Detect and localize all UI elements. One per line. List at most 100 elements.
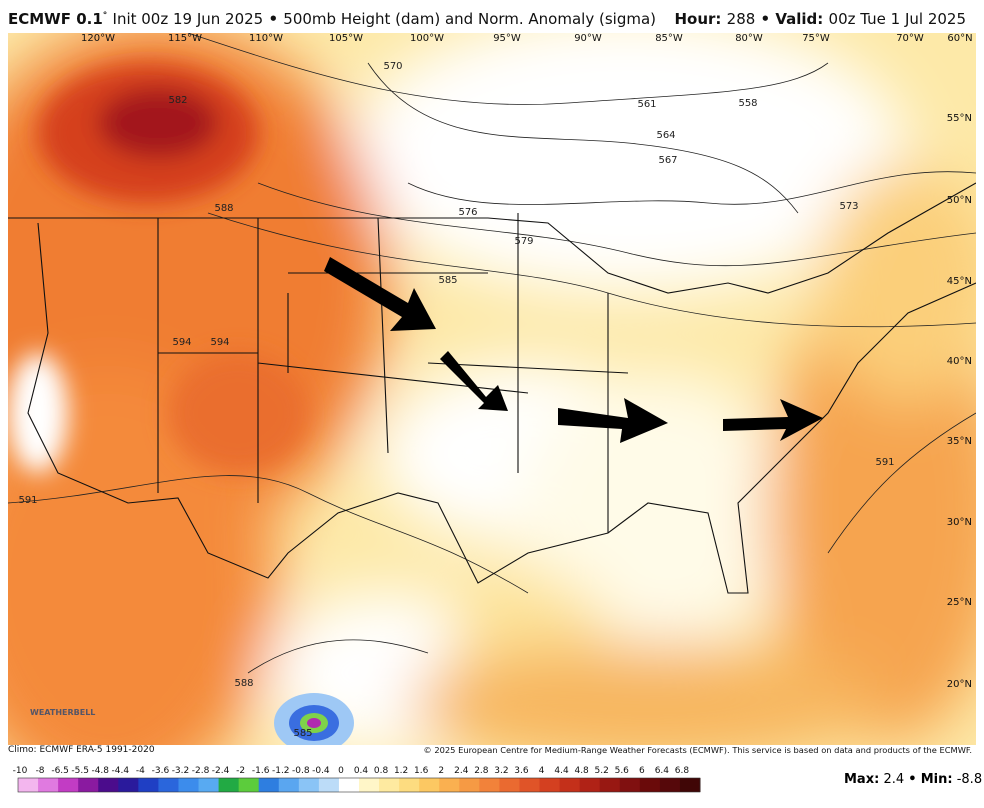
colorbar-label: -4.4	[112, 766, 130, 776]
colorbar-swatch	[218, 778, 240, 792]
contour-label: 576	[458, 207, 477, 218]
colorbar-label: -4.8	[91, 766, 109, 776]
colorbar-swatch	[58, 778, 79, 792]
colorbar-label: -6.5	[51, 766, 69, 776]
colorbar-swatch	[399, 778, 420, 792]
contour-label: 588	[234, 678, 253, 689]
header-left: ECMWF 0.1° Init 00z 19 Jun 2025 • 500mb …	[8, 10, 656, 28]
colorbar-label: 0.8	[374, 766, 389, 776]
contour-label: 579	[514, 236, 533, 247]
longitude-label: 95°W	[493, 33, 521, 44]
colorbar-label: -5.5	[71, 766, 89, 776]
degree: °	[102, 11, 108, 21]
valid-time: 00z Tue 1 Jul 2025	[828, 10, 966, 28]
colorbar-swatch	[118, 778, 139, 792]
colorbar-label: 0.4	[354, 766, 369, 776]
colorbar-swatch	[338, 778, 360, 792]
hour-label: Hour:	[674, 10, 722, 28]
colorbar-swatch	[419, 778, 440, 792]
hour: 288	[726, 10, 756, 28]
logo: WEATHERBELL	[30, 708, 95, 717]
latitude-label: 40°N	[947, 356, 972, 367]
colorbar-swatch	[559, 778, 581, 792]
longitude-label: 100°W	[410, 33, 444, 44]
colorbar-label: 6.8	[675, 766, 690, 776]
colorbar-label: -4	[136, 766, 145, 776]
latitude-label: 20°N	[947, 679, 972, 690]
colorbar-label: 6.4	[655, 766, 670, 776]
borders	[8, 182, 976, 594]
colorbar-label: 1.6	[414, 766, 429, 776]
longitude-label: 90°W	[574, 33, 602, 44]
separator: •	[760, 10, 771, 28]
latitude-label: 25°N	[947, 597, 972, 608]
colorbar-swatch	[479, 778, 500, 792]
arrows	[324, 257, 823, 443]
max-value: 2.4	[883, 772, 905, 787]
colorbar-swatch	[198, 778, 220, 792]
colorbar-label: 6	[639, 766, 645, 776]
colorbar-border	[17, 777, 701, 793]
colorbar-swatch	[38, 778, 59, 792]
colorbar-swatch	[679, 778, 701, 792]
contour-label: 582	[168, 95, 187, 106]
latitude-label: 55°N	[947, 113, 972, 124]
contour-label: 585	[438, 275, 457, 286]
colorbar-label: -2	[236, 766, 245, 776]
longitude-label: 75°W	[802, 33, 830, 44]
longitude-label: 105°W	[329, 33, 363, 44]
colorbar-label: -8	[36, 766, 45, 776]
longitude-label: 80°W	[735, 33, 763, 44]
colorbar-label: 2.8	[474, 766, 489, 776]
colorbar-label: -3.6	[152, 766, 170, 776]
product: 500mb Height (dam) and Norm. Anomaly (si…	[283, 10, 656, 28]
colorbar-label: 1.2	[394, 766, 408, 776]
colorbar-label: -2.4	[212, 766, 230, 776]
latitude-label: 45°N	[947, 276, 972, 287]
init-time: Init 00z 19 Jun 2025	[112, 10, 264, 28]
colorbar-label: 0	[338, 766, 344, 776]
contour-label: 570	[383, 61, 402, 72]
colorbar-swatch	[238, 778, 260, 792]
contours	[8, 33, 976, 674]
max-label: Max:	[844, 772, 880, 787]
contour-label: 591	[18, 495, 37, 506]
colorbar-swatch	[18, 778, 39, 792]
colorbar-swatch	[359, 778, 380, 792]
contour-label: 591	[875, 457, 894, 468]
colorbar-swatch	[519, 778, 541, 792]
colorbar-label: -0.4	[312, 766, 330, 776]
colorbar-swatch	[619, 778, 641, 792]
colorbar-label: -0.8	[292, 766, 310, 776]
colorbar-label: -3.2	[172, 766, 190, 776]
colorbar-swatch	[98, 778, 119, 792]
latitude-label: 35°N	[947, 436, 972, 447]
colorbar-swatch	[278, 778, 300, 792]
colorbar-label: 3.2	[494, 766, 508, 776]
colorbar-swatch	[78, 778, 99, 792]
colorbar-swatch	[659, 778, 681, 792]
colorbar-label: 4	[539, 766, 545, 776]
colorbar-swatch	[639, 778, 661, 792]
colorbar-swatch	[599, 778, 621, 792]
colorbar-swatch	[318, 778, 340, 792]
longitude-label: 60°N	[947, 33, 972, 44]
min-value: -8.8	[956, 772, 983, 787]
colorbar-label: 4.8	[574, 766, 589, 776]
colorbar-swatch	[439, 778, 460, 792]
colorbar-swatch	[258, 778, 280, 792]
contour-label: 573	[839, 201, 858, 212]
colorbar-swatch	[459, 778, 480, 792]
separator: •	[908, 772, 917, 787]
contour-label: 564	[656, 130, 675, 141]
separator: •	[268, 10, 279, 28]
colorbar-swatch	[499, 778, 520, 792]
colorbar-swatch	[138, 778, 159, 792]
contour-label: 594	[172, 337, 191, 348]
model: ECMWF 0.1	[8, 10, 103, 28]
climo-note: Climo: ECMWF ERA-5 1991-2020	[8, 745, 155, 755]
copyright: © 2025 European Centre for Medium-Range …	[423, 745, 972, 755]
map: 582 588 570 561 558 564 567 576 579 585 573 591 594 5…	[8, 33, 976, 745]
longitude-label: 110°W	[249, 33, 283, 44]
